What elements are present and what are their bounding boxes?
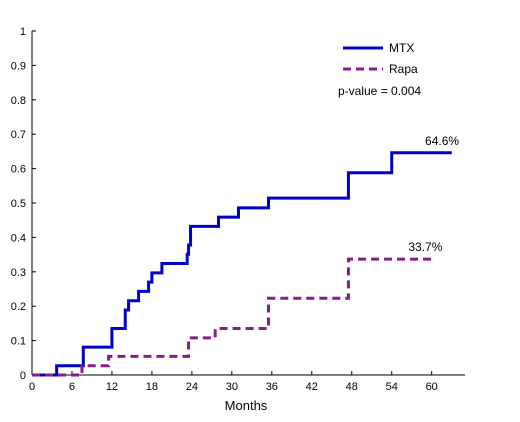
legend-label-rapa: Rapa — [389, 62, 418, 76]
y-tick-label: 0 — [20, 370, 26, 382]
series-line-mtx — [32, 151, 452, 377]
y-tick-label: 0.8 — [11, 95, 26, 107]
annotation-rapa: 33.7% — [408, 240, 442, 254]
y-tick-label: 0.6 — [11, 164, 26, 176]
annotations: 64.6% 33.7% — [408, 134, 459, 254]
y-tick-label: 1 — [20, 26, 26, 38]
legend-label-mtx: MTX — [389, 41, 414, 55]
x-tick-label: 6 — [69, 381, 75, 393]
legend-p-value: p-value = 0.004 — [338, 84, 421, 98]
x-tick-label: 18 — [146, 381, 158, 393]
y-tick-label: 0.9 — [11, 60, 26, 72]
x-tick-label: 54 — [386, 381, 398, 393]
x-tick-label: 0 — [29, 381, 35, 393]
annotation-mtx: 64.6% — [425, 134, 459, 148]
series-line-rapa — [32, 257, 432, 377]
y-tick-label: 0.1 — [11, 336, 26, 348]
series-layer — [32, 151, 452, 377]
x-tick-label: 36 — [266, 381, 278, 393]
x-tick-label: 12 — [106, 381, 118, 393]
y-ticks: 0 0.1 0.2 0.3 0.4 0.5 0.6 0.7 0.8 0.9 1 — [11, 26, 36, 382]
x-tick-label: 42 — [306, 381, 318, 393]
x-tick-label: 60 — [426, 381, 438, 393]
legend: MTX Rapa p-value = 0.004 — [338, 41, 421, 98]
x-tick-label: 48 — [346, 381, 358, 393]
x-tick-label: 30 — [226, 381, 238, 393]
y-tick-label: 0.2 — [11, 301, 26, 313]
x-ticks: 0 6 12 18 24 30 36 42 48 54 60 — [29, 371, 438, 393]
y-tick-label: 0.7 — [11, 129, 26, 141]
x-tick-label: 24 — [186, 381, 198, 393]
y-tick-label: 0.3 — [11, 267, 26, 279]
plot-area: 0 0.1 0.2 0.3 0.4 0.5 0.6 0.7 0.8 0.9 1 0 6 12 18 24 30… — [11, 26, 465, 393]
y-tick-label: 0.4 — [11, 232, 26, 244]
y-tick-label: 0.5 — [11, 198, 26, 210]
x-axis-title: Months — [225, 398, 268, 413]
